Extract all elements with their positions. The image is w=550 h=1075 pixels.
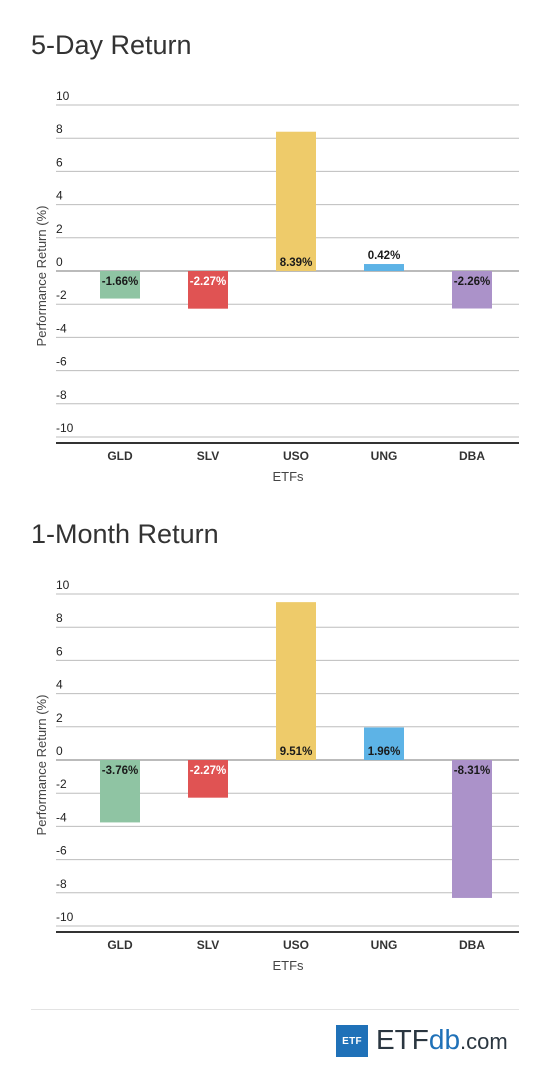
etfdb-logo[interactable]: ETF ETFdb.com (336, 1024, 508, 1058)
chart-title: 5-Day Return (31, 30, 192, 60)
y-tick-label: -6 (56, 844, 67, 858)
y-tick-label: 0 (56, 744, 63, 758)
y-tick-label: -2 (56, 777, 67, 791)
x-category-label: DBA (459, 938, 485, 952)
data-label: -2.27% (190, 765, 226, 777)
y-tick-label: 4 (56, 678, 63, 692)
data-label: -3.76% (102, 765, 138, 777)
x-category-label: GLD (107, 449, 133, 463)
y-tick-label: -2 (56, 288, 67, 302)
bar-uso (276, 602, 316, 760)
data-label: 1.96% (368, 746, 401, 758)
footer-divider (31, 1009, 519, 1010)
x-category-label: DBA (459, 449, 485, 463)
y-tick-label: 10 (56, 578, 70, 592)
x-category-label: USO (283, 449, 309, 463)
y-tick-label: 2 (56, 222, 63, 236)
y-tick-label: -10 (56, 910, 74, 924)
x-category-label: UNG (371, 938, 398, 952)
bar-chart-svg: 10 8 6 4 2 0 -2 -4 -6 -8 -10 -1.66% GLD -2.27% SLV 8.39… (34, 89, 519, 484)
y-tick-label: -4 (56, 321, 67, 335)
y-tick-label: 8 (56, 122, 63, 136)
x-axis-title: ETFs (272, 469, 304, 484)
y-tick-label: 2 (56, 711, 63, 725)
y-tick-label: 0 (56, 255, 63, 269)
chart-title: 1-Month Return (31, 519, 219, 549)
bar-slv (188, 760, 228, 798)
x-category-label: SLV (197, 449, 219, 463)
data-label: -2.27% (190, 276, 226, 288)
y-tick-label: 10 (56, 89, 70, 103)
x-category-label: GLD (107, 938, 133, 952)
y-tick-label: -6 (56, 355, 67, 369)
logo-etf: ETF (376, 1024, 429, 1055)
logo-db: db (428, 1024, 461, 1055)
data-label: -1.66% (102, 276, 138, 288)
data-label: 0.42% (368, 250, 401, 262)
y-tick-label: -10 (56, 421, 74, 435)
y-tick-label: 6 (56, 644, 63, 658)
data-label: -8.31% (454, 765, 490, 777)
data-label: 9.51% (280, 746, 313, 758)
y-tick-label: 4 (56, 189, 63, 203)
y-axis-title: Performance Return (%) (34, 206, 49, 347)
logo-wordmark: ETFdb.com (376, 1024, 508, 1058)
bar-dba (452, 271, 492, 309)
bar-slv (188, 271, 228, 309)
bar-chart-svg: 10 8 6 4 2 0 -2 -4 -6 -8 -10 -3.76% GLD -2.27% SLV 9.51… (34, 578, 519, 973)
data-label: 8.39% (280, 257, 313, 269)
bar-ung (364, 264, 404, 271)
y-tick-label: -8 (56, 388, 67, 402)
bar-uso (276, 131, 316, 271)
x-axis-title: ETFs (272, 958, 304, 973)
bar-gld (100, 760, 140, 823)
y-tick-label: 6 (56, 155, 63, 169)
bar-ung (364, 727, 404, 760)
logo-mark: ETF (336, 1025, 368, 1057)
y-tick-label: -4 (56, 810, 67, 824)
bar-gld (100, 271, 140, 299)
bar-dba (452, 760, 492, 898)
logo-com: .com (460, 1029, 508, 1054)
y-tick-label: -8 (56, 877, 67, 891)
x-category-label: UNG (371, 449, 398, 463)
y-tick-label: 8 (56, 611, 63, 625)
y-axis-title: Performance Return (%) (34, 695, 49, 836)
data-label: -2.26% (454, 276, 490, 288)
x-category-label: SLV (197, 938, 219, 952)
x-category-label: USO (283, 938, 309, 952)
